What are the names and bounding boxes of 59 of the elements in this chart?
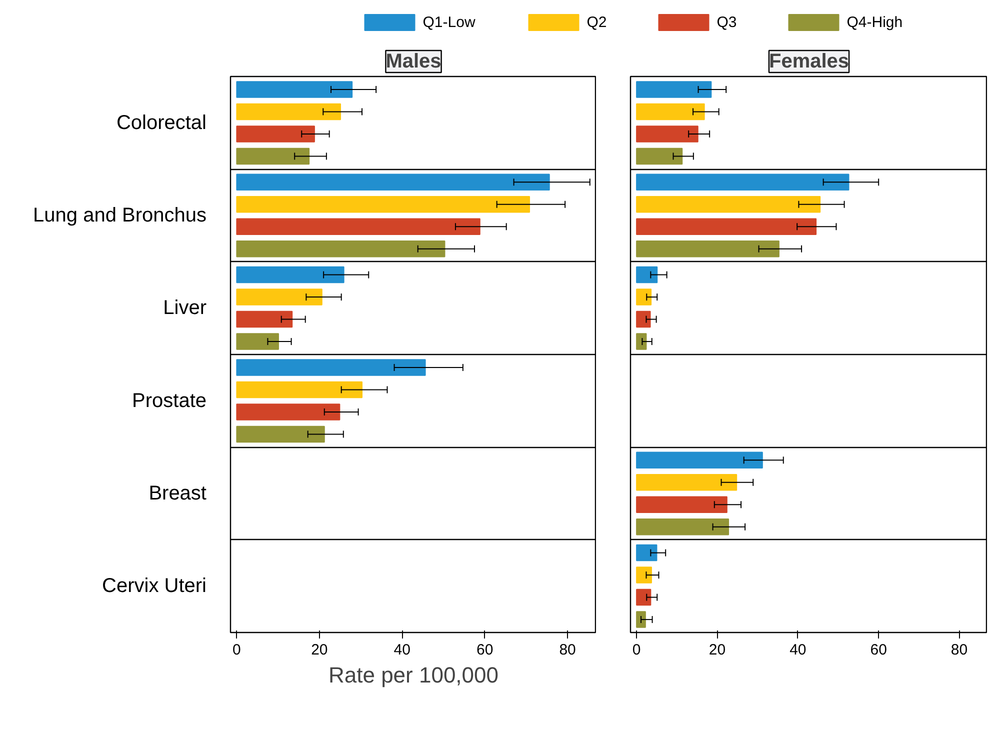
bar [236,196,530,213]
y-tick-label: Colorectal [116,112,207,134]
bar [236,381,363,398]
bar [636,288,652,306]
bar [236,218,480,235]
bar [236,288,322,306]
bar [636,544,658,562]
bar [636,310,651,328]
bar [636,81,712,98]
bar [236,404,340,420]
bar [636,240,780,258]
chart-title: Females [768,50,850,72]
bar [636,174,850,191]
y-tick-label: Lung and Bronchus [33,204,206,226]
legend-label: Q3 [716,14,737,31]
bar [236,426,325,443]
y-tick-label: Liver [163,297,207,320]
bar [236,174,550,191]
bar [636,611,646,628]
bar [636,452,763,469]
legend-label: Q1-Low [422,14,476,31]
legend-label: Q4-High [846,14,903,31]
bar [636,474,738,491]
bar [636,518,730,536]
legend-label: Q2 [586,14,607,31]
bar [636,218,817,235]
bar [636,333,647,350]
bar [236,310,293,328]
bar [636,566,652,584]
x-tick-label: 60 [476,642,494,658]
bar [636,196,821,213]
x-tick-label: 80 [559,642,576,658]
bar [236,81,353,98]
bar [636,148,683,165]
bar [236,266,344,284]
x-tick-label: 40 [394,642,410,658]
bar [636,103,705,120]
x-axis-title: Rate per 100,000 [328,662,499,688]
chart-title: Males [386,50,442,72]
x-tick-label: 20 [708,642,726,658]
x-tick-label: 60 [870,642,887,658]
y-tick-label: Prostate [132,390,206,412]
bar [236,359,426,376]
x-tick-label: 40 [790,642,806,658]
y-tick-label: Breast [148,482,207,504]
x-tick-label: 0 [232,642,241,658]
bar [236,240,446,258]
x-tick-label: 80 [950,642,968,658]
bar [236,103,342,120]
bar [236,148,310,165]
bar [636,266,658,284]
bar [636,126,698,142]
x-tick-label: 0 [632,642,641,658]
x-tick-label: 20 [311,642,328,658]
bar [236,333,279,350]
bar [636,496,728,513]
bar [236,126,315,142]
y-tick-label: Cervix Uteri [102,575,206,598]
bar [636,588,652,606]
